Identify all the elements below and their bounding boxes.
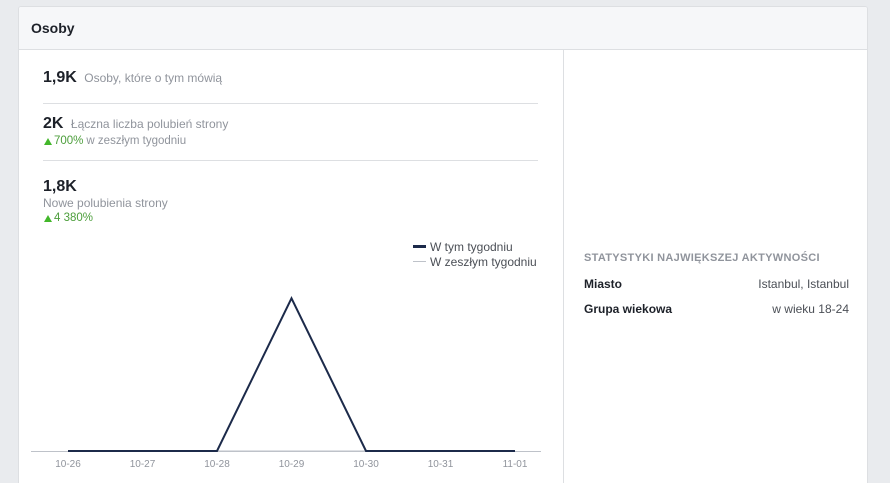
total-likes-change-suffix: w zeszłym tygodniu <box>86 135 187 147</box>
series-line-this-week <box>68 295 515 452</box>
people-card: Osoby 1,9K Osoby, które o tym mówią 2K Ł… <box>18 6 868 483</box>
x-tick-label: 10-29 <box>279 459 305 470</box>
new-likes-change-value: 4 380% <box>54 212 94 224</box>
x-tick-label: 10-31 <box>428 459 454 470</box>
chart-legend: W tym tygodniu W zeszłym tygodniu <box>413 239 537 269</box>
talking-label: Osoby, które o tym mówią <box>84 71 223 85</box>
up-arrow-icon <box>44 214 52 222</box>
insight-value-age: w wieku 18-24 <box>772 302 849 316</box>
insight-label-age: Grupa wiekowa <box>584 302 673 316</box>
stat-talking: 1,9K Osoby, które o tym mówią <box>43 69 538 104</box>
insight-value-city: Istanbul, Istanbul <box>758 277 849 291</box>
x-tick-label: 10-30 <box>353 459 379 470</box>
legend-item-last-week[interactable]: W zeszłym tygodniu <box>413 254 537 269</box>
legend-swatch-last-week <box>413 261 426 262</box>
stat-new-likes: 1,8K Nowe polubienia strony 4 380% <box>43 178 538 224</box>
new-likes-label: Nowe polubienia strony <box>43 196 168 210</box>
total-likes-label: Łączna liczba polubień strony <box>70 117 229 131</box>
insight-row-city: Miasto Istanbul, Istanbul <box>584 277 849 291</box>
insight-row-age: Grupa wiekowa w wieku 18-24 <box>584 302 849 316</box>
total-likes-value: 2K <box>43 115 64 132</box>
talking-value: 1,9K <box>43 69 77 86</box>
insights-title: Statystyki największej aktywności <box>584 252 820 264</box>
x-tick-label: 10-28 <box>204 459 230 470</box>
up-arrow-icon <box>44 137 52 145</box>
x-tick-label: 10-26 <box>55 459 81 470</box>
legend-item-this-week[interactable]: W tym tygodniu <box>413 239 537 254</box>
card-header: Osoby <box>19 7 867 50</box>
insight-label-city: Miasto <box>584 277 623 291</box>
new-likes-chart: 10-26 10-27 10-28 10-29 10-30 10-31 11-01 <box>31 295 541 470</box>
new-likes-value: 1,8K <box>43 178 77 195</box>
insights-panel: Statystyki największej aktywności Miasto… <box>564 50 867 483</box>
card-title: Osoby <box>31 20 75 36</box>
new-likes-change: 4 380% <box>43 212 538 224</box>
total-likes-change: 700% w zeszłym tygodniu <box>43 135 538 147</box>
stat-total-likes: 2K Łączna liczba polubień strony 700% w … <box>43 115 538 161</box>
legend-label-last-week: W zeszłym tygodniu <box>430 254 537 269</box>
x-tick-label: 10-27 <box>130 459 156 470</box>
x-tick-label: 11-01 <box>503 459 528 470</box>
total-likes-change-value: 700% <box>54 135 84 147</box>
stats-panel: 1,9K Osoby, które o tym mówią 2K Łączna … <box>19 50 564 483</box>
legend-swatch-this-week <box>413 245 426 248</box>
legend-label-this-week: W tym tygodniu <box>430 239 513 254</box>
